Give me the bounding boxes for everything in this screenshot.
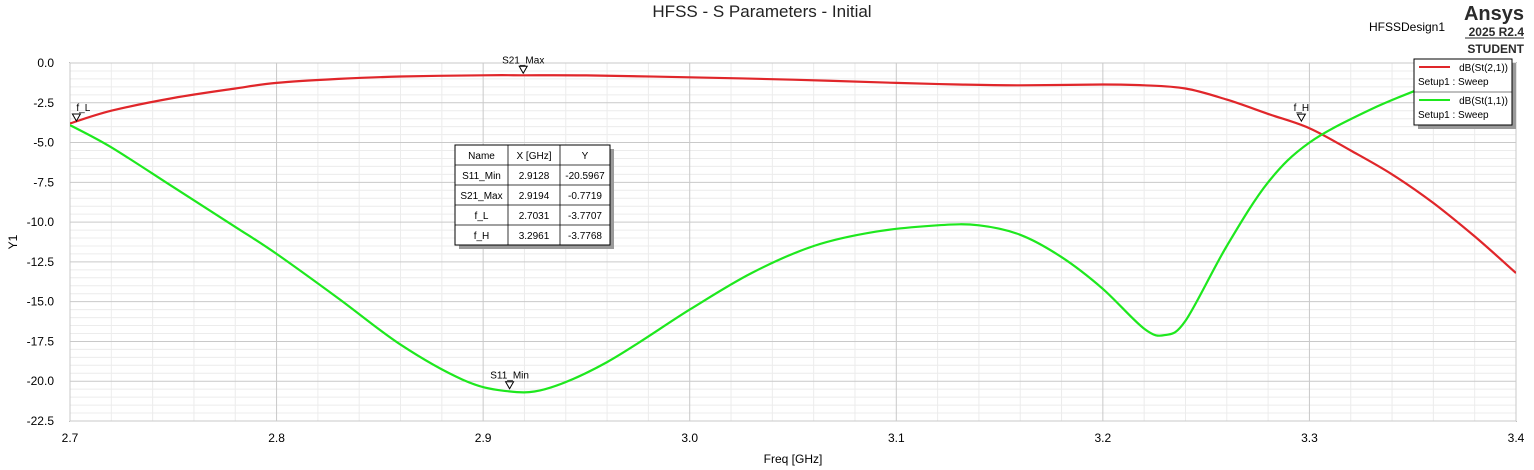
x-tick-label: 2.8 <box>268 431 285 445</box>
y-tick-label: -12.5 <box>27 255 55 269</box>
x-tick-label: 3.4 <box>1508 431 1525 445</box>
x-tick-label: 3.2 <box>1095 431 1112 445</box>
table-cell: S21_Max <box>460 191 502 202</box>
series-line-s21 <box>70 74 1516 274</box>
chart-title: HFSS - S Parameters - Initial <box>652 2 871 21</box>
table-cell: -0.7719 <box>568 191 602 202</box>
y-tick-labels: 0.0 -2.5 -5.0 -7.5 -10.0 -12.5 -15.0 -17.5 -20.0… <box>27 56 55 428</box>
table-cell: -3.7768 <box>568 231 602 242</box>
x-tick-label: 2.7 <box>62 431 79 445</box>
series-line-s11 <box>70 63 1507 394</box>
legend[interactable]: dB(St(2,1)) Setup1 : Sweep dB(St(1,1)) Setu… <box>1413 58 1516 129</box>
x-tick-label: 3.0 <box>681 431 698 445</box>
series-group <box>70 63 1516 394</box>
marker-triangle[interactable] <box>71 113 82 123</box>
x-tick-label: 3.1 <box>888 431 905 445</box>
marker-table[interactable]: Name X [GHz] Y S11_Min 2.9128 -20.5967 S21_Max… <box>454 144 614 249</box>
legend-series-setup: Setup1 : Sweep <box>1418 110 1489 121</box>
table-header-cell: Name <box>468 151 495 162</box>
plot-area[interactable]: S21_Max S11_Min f_L f_H <box>69 55 1517 422</box>
marker-label: f_H <box>1294 103 1310 114</box>
x-tick-labels: 2.7 2.8 2.9 3.0 3.1 3.2 3.3 3.4 <box>62 431 1525 445</box>
table-cell: S11_Min <box>462 171 501 182</box>
table-cell: 2.9194 <box>519 191 550 202</box>
legend-series-setup: Setup1 : Sweep <box>1418 77 1489 88</box>
brand-version: 2025 R2.4 <box>1469 25 1525 39</box>
table-cell: 3.2961 <box>519 231 550 242</box>
markers-group: S21_Max S11_Min f_L f_H <box>71 55 1310 390</box>
legend-series-name: dB(St(2,1)) <box>1459 63 1508 74</box>
legend-series-name: dB(St(1,1)) <box>1459 96 1508 107</box>
y-tick-label: -10.0 <box>27 215 55 229</box>
x-axis-label: Freq [GHz] <box>764 452 823 466</box>
y-tick-label: -15.0 <box>27 295 55 309</box>
x-tick-label: 2.9 <box>475 431 492 445</box>
minor-grid <box>70 63 1516 421</box>
marker-label: S11_Min <box>490 371 529 382</box>
y-tick-label: -2.5 <box>33 96 54 110</box>
table-cell: 2.9128 <box>519 171 550 182</box>
table-frame <box>454 144 611 246</box>
y-tick-label: -22.5 <box>27 414 55 428</box>
brand-logo-text: Ansys <box>1464 3 1524 25</box>
table-cell: f_H <box>474 231 490 242</box>
y-tick-label: -20.0 <box>27 374 55 388</box>
y-tick-label: -7.5 <box>33 175 54 189</box>
table-cell: -20.5967 <box>565 171 605 182</box>
table-cell: 2.7031 <box>519 211 550 222</box>
y-axis-label: Y1 <box>6 234 20 249</box>
table-cell: f_L <box>475 211 489 222</box>
table-header-cell: Y <box>582 151 589 162</box>
table-cell: -3.7707 <box>568 211 602 222</box>
y-tick-label: -17.5 <box>27 334 55 348</box>
marker-triangle[interactable] <box>518 65 529 75</box>
table-header-cell: X [GHz] <box>516 151 551 162</box>
marker-triangle[interactable] <box>504 381 515 390</box>
design-name: HFSSDesign1 <box>1369 20 1445 34</box>
y-tick-label: 0.0 <box>37 56 54 70</box>
x-tick-label: 3.3 <box>1301 431 1318 445</box>
marker-label: S21_Max <box>502 55 544 66</box>
y-tick-label: -5.0 <box>33 136 54 150</box>
marker-label: f_L <box>76 103 90 114</box>
brand-edition: STUDENT <box>1467 42 1524 56</box>
major-grid <box>69 62 1517 422</box>
marker-triangle[interactable] <box>1296 113 1307 123</box>
